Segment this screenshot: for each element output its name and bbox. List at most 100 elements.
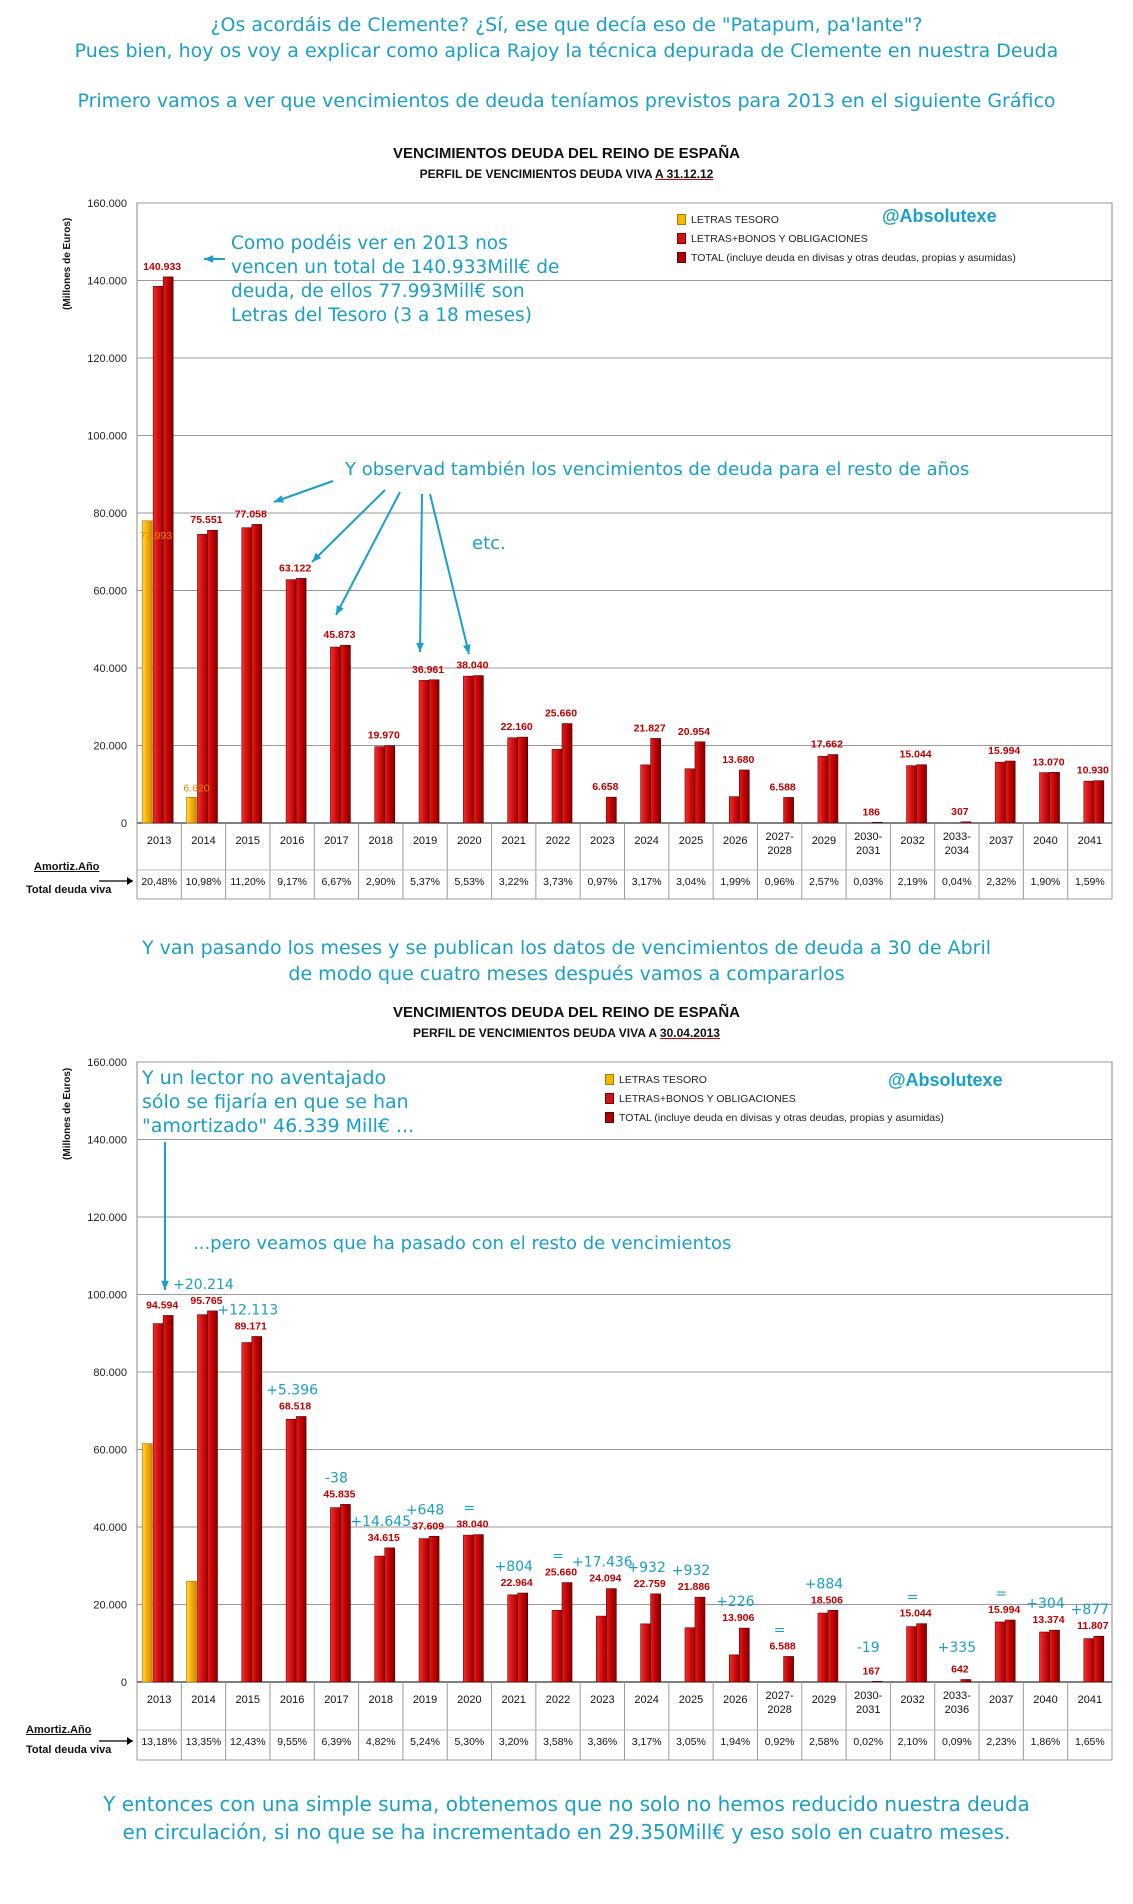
amortiz-pct-label: 0,97% <box>587 876 617 888</box>
bar-total <box>207 1310 218 1683</box>
note-line: sólo se fijaría en que se han <box>142 1091 409 1113</box>
intro-line-3: Primero vamos a ver que vencimientos de … <box>77 90 1056 112</box>
total-data-label: 15.044 <box>900 749 932 761</box>
bar-total <box>738 769 750 824</box>
total-data-label: 13.070 <box>1032 756 1064 768</box>
total-data-label: 140.933 <box>143 261 181 273</box>
total-data-label: 307 <box>951 806 969 818</box>
y-tick-label: 0 <box>121 818 127 830</box>
change-label: +932 <box>627 1560 665 1576</box>
middle-line-1: Y van pasando los meses y se publican lo… <box>141 937 992 959</box>
total-data-label: 25.660 <box>545 1567 577 1579</box>
bar-bonos <box>152 1323 164 1683</box>
x-tick-label: 2025 <box>679 1694 703 1706</box>
amortiz-pct-label: 1,86% <box>1031 1736 1061 1748</box>
note-line: "amortizado" 46.339 Mill€ ... <box>142 1115 415 1137</box>
bar-total <box>916 764 927 824</box>
bar-total <box>606 1588 617 1683</box>
bar-total <box>561 723 573 824</box>
x-tick-label: 2017 <box>324 1694 348 1706</box>
amortiz-pct-label: 2,32% <box>986 876 1016 888</box>
amortiz-pct-label: 10,98% <box>186 876 222 888</box>
y-tick-label: 120.000 <box>87 1212 127 1224</box>
chart1-subtitle: PERFIL DE VENCIMIENTOS DEUDA VIVA A 31.1… <box>0 167 1133 181</box>
chart1-subtitle-prefix: PERFIL DE VENCIMIENTOS DEUDA VIVA <box>419 167 656 181</box>
change-label: = <box>907 1590 919 1606</box>
x-tick-label: 2041 <box>1078 835 1102 847</box>
x-tick-label: 2027- <box>766 1690 794 1702</box>
bar-bonos <box>1039 1631 1050 1683</box>
amortiz-pct-label: 3,04% <box>676 876 706 888</box>
amortiz-pct-label: 3,58% <box>543 1736 573 1748</box>
bar-total <box>1004 1619 1016 1683</box>
y-tick-label: 20.000 <box>93 1600 127 1612</box>
x-tick-label: 2029 <box>812 1694 836 1706</box>
amortiz-pct-label: 1,94% <box>720 1736 750 1748</box>
amortiz-pct-label: 0,92% <box>765 1736 795 1748</box>
bar-total <box>694 741 706 824</box>
amortiz-pct-label: 5,37% <box>410 876 440 888</box>
amortiz-pct-label: 4,82% <box>366 1736 396 1748</box>
legend-swatch-darkred <box>677 252 686 263</box>
bar-total <box>295 1416 307 1683</box>
amortiz-pct-label: 0,04% <box>942 876 972 888</box>
total-data-label: 15.994 <box>988 1604 1020 1616</box>
change-label: +20.214 <box>173 1277 234 1293</box>
bar-total <box>960 821 972 824</box>
y-tick-label: 140.000 <box>87 1135 127 1147</box>
total-data-label: 6.588 <box>769 781 795 793</box>
x-tick-label: 2022 <box>546 835 570 847</box>
amortiz-pct-label: 11,20% <box>230 876 265 888</box>
x-tick-label: 2032 <box>900 1694 924 1706</box>
chart1-handle: @Absolutexe <box>882 206 997 226</box>
amortiz-pct-label: 2,57% <box>809 876 839 888</box>
change-label: = <box>464 1501 476 1517</box>
note-arrow <box>311 489 386 563</box>
bar-bonos <box>684 1627 696 1683</box>
bar-total <box>251 1336 263 1683</box>
x-tick-label: 2020 <box>457 1694 481 1706</box>
y-tick-label: 160.000 <box>87 1057 127 1069</box>
y-tick-label: 120.000 <box>87 353 127 365</box>
x-tick-label: 2024 <box>634 835 658 847</box>
y-tick-label: 20.000 <box>93 741 127 753</box>
x-tick-label: 2031 <box>856 845 880 857</box>
x-tick-label: 2033- <box>943 1690 971 1702</box>
x-tick-label: 2013 <box>147 1694 171 1706</box>
note-line: Letras del Tesoro (3 a 18 meses) <box>231 305 532 326</box>
chart1-note-1: Como podéis ver en 2013 nos vencen un to… <box>231 232 559 328</box>
x-tick-label: 2021 <box>501 835 525 847</box>
change-label: +804 <box>494 1559 533 1575</box>
change-label: -19 <box>857 1640 880 1656</box>
note-arrow-head <box>204 255 214 263</box>
x-tick-label: 2016 <box>280 1694 304 1706</box>
amortiz-pct-label: 0,96% <box>765 876 795 888</box>
x-tick-label: 2018 <box>369 1694 393 1706</box>
total-data-label: 45.873 <box>323 629 355 641</box>
total-data-label: 15.994 <box>988 745 1020 757</box>
chart1-title: VENCIMIENTOS DEUDA DEL REINO DE ESPAÑA <box>393 145 740 162</box>
bar-total <box>1093 1635 1105 1683</box>
bar-bonos <box>994 1621 1006 1683</box>
amortiz-pct-label: 5,30% <box>454 1736 484 1748</box>
bar-total <box>384 1547 396 1683</box>
total-data-label: 13.906 <box>722 1612 754 1624</box>
note-arrow <box>335 491 401 616</box>
amortiz-pct-label: 1,59% <box>1075 876 1105 888</box>
bar-total <box>1049 772 1060 824</box>
y-tick-label: 80.000 <box>93 1367 127 1379</box>
amortiz-pct-label: 2,19% <box>898 876 928 888</box>
total-data-label: 13.680 <box>722 754 754 766</box>
bar-bonos <box>507 1594 519 1683</box>
total-data-label: 11.807 <box>1077 1620 1109 1632</box>
change-label: +14.645 <box>350 1514 411 1530</box>
amortiz-pct-label: 3,73% <box>543 876 573 888</box>
change-label: +12.113 <box>217 1302 278 1318</box>
x-tick-label: 2037 <box>989 835 1013 847</box>
bar-total <box>827 1609 839 1683</box>
chart1-row-label-2: Total deuda viva <box>26 884 112 896</box>
amortiz-pct-label: 13,18% <box>141 1736 177 1748</box>
note-arrow-head <box>312 552 322 562</box>
legend-label: TOTAL (incluye deuda en divisas y otras … <box>691 251 1016 264</box>
chart2-row-label-1: Amortiz.Año <box>26 1724 92 1736</box>
